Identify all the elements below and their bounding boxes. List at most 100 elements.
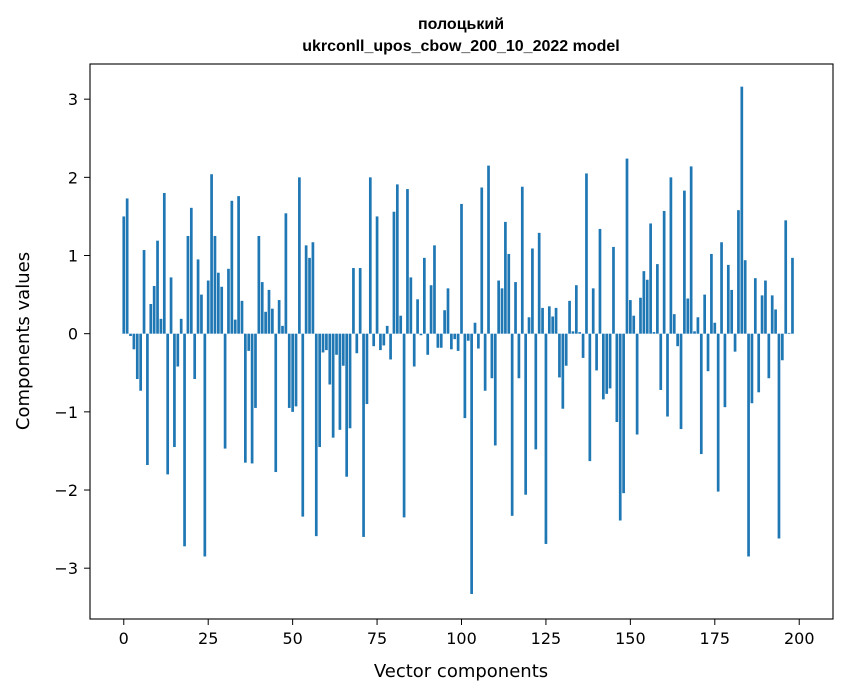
x-tick-label: 125	[531, 629, 562, 648]
bar-component-19	[186, 235, 190, 334]
bar-component-166	[683, 190, 686, 334]
bar-component-106	[480, 187, 484, 334]
bar-component-42	[264, 311, 267, 334]
bar-component-40	[257, 235, 261, 334]
bar-component-26	[210, 174, 213, 334]
bar-component-68	[352, 268, 355, 334]
bar-component-32	[230, 200, 234, 334]
bar-component-115	[510, 333, 514, 516]
bar-component-16	[176, 333, 180, 367]
bar-component-71	[362, 333, 365, 537]
bar-component-64	[338, 333, 342, 430]
bars-group	[122, 86, 794, 594]
bar-component-24	[203, 333, 207, 557]
bar-component-122	[534, 333, 538, 450]
x-tick-label: 50	[282, 629, 302, 648]
bar-component-14	[169, 277, 173, 334]
bar-component-113	[504, 221, 507, 334]
bar-component-50	[291, 333, 294, 412]
bar-component-125	[544, 333, 548, 544]
bar-component-17	[179, 318, 183, 334]
bar-component-151	[632, 315, 636, 334]
bar-component-179	[726, 264, 730, 334]
bar-component-117	[517, 333, 521, 379]
bar-component-43	[267, 289, 271, 334]
bar-component-128	[554, 307, 558, 334]
bar-component-135	[578, 332, 582, 334]
bar-component-177	[720, 242, 723, 334]
bar-component-186	[750, 333, 754, 404]
bar-component-141	[598, 228, 602, 334]
bar-component-29	[220, 286, 224, 334]
bar-component-54	[304, 245, 308, 334]
bar-component-111	[497, 280, 500, 334]
bar-component-196	[784, 220, 788, 334]
bar-component-174	[710, 253, 713, 334]
bar-component-183	[740, 86, 744, 334]
bar-component-23	[200, 294, 203, 334]
bar-component-100	[460, 203, 463, 334]
bar-component-101	[463, 333, 467, 419]
bar-component-168	[689, 166, 693, 334]
bar-component-15	[173, 333, 176, 448]
bar-component-161	[666, 333, 669, 417]
bar-component-46	[277, 300, 281, 334]
bar-component-123	[537, 232, 541, 334]
bar-component-162	[669, 177, 673, 334]
bar-component-187	[753, 278, 757, 334]
bar-component-6	[142, 250, 146, 334]
bar-component-18	[183, 333, 186, 547]
bar-component-44	[271, 308, 274, 334]
bar-component-144	[608, 333, 612, 389]
bar-component-21	[193, 333, 197, 380]
bar-component-11	[159, 318, 163, 334]
bar-component-93	[436, 333, 440, 348]
bar-component-63	[335, 333, 338, 355]
chart-title: полоцький ukrconll_upos_cbow_200_10_2022…	[302, 16, 619, 55]
bar-component-55	[308, 257, 311, 334]
y-tick-label: 2	[68, 168, 78, 187]
bar-component-94	[439, 333, 443, 348]
bar-component-67	[348, 333, 352, 429]
bar-component-197	[787, 332, 791, 334]
bar-component-8	[149, 303, 153, 334]
chart-title-line-1: полоцький	[418, 16, 504, 33]
bar-component-87	[416, 299, 419, 334]
bar-component-103	[470, 333, 473, 594]
bar-component-110	[493, 333, 497, 446]
bar-component-119	[524, 333, 528, 495]
bar-component-1	[125, 198, 129, 334]
bar-component-0	[122, 216, 126, 334]
bar-component-194	[777, 333, 781, 539]
bar-component-97	[450, 333, 453, 350]
x-tick-label: 200	[784, 629, 815, 648]
bar-component-164	[676, 333, 679, 347]
bar-component-188	[757, 333, 761, 393]
bar-component-132	[568, 300, 571, 334]
bar-component-74	[372, 333, 376, 347]
bar-component-65	[341, 333, 345, 366]
bar-component-41	[260, 282, 264, 334]
y-tick-label: 1	[68, 247, 78, 266]
bar-component-107	[483, 333, 487, 391]
y-tick-label: −2	[54, 481, 78, 500]
bar-component-82	[399, 315, 403, 334]
bar-component-108	[487, 165, 490, 334]
bar-component-105	[477, 333, 480, 349]
x-tick-label: 100	[446, 629, 477, 648]
bar-component-180	[730, 289, 734, 334]
bar-component-104	[473, 322, 477, 334]
bar-component-148	[622, 333, 625, 494]
bar-component-90	[426, 333, 430, 355]
bar-component-154	[642, 271, 646, 334]
y-axis-label: Components values	[13, 252, 34, 430]
bar-component-75	[375, 216, 379, 334]
bar-component-13	[166, 333, 170, 475]
bar-component-190	[764, 280, 767, 334]
bar-component-185	[747, 333, 750, 557]
bar-component-80	[392, 211, 396, 334]
bar-component-62	[331, 333, 335, 438]
x-axis-ticks: 0 25 50 75 100 125 150 175 200	[119, 619, 815, 648]
bar-component-136	[581, 333, 585, 358]
